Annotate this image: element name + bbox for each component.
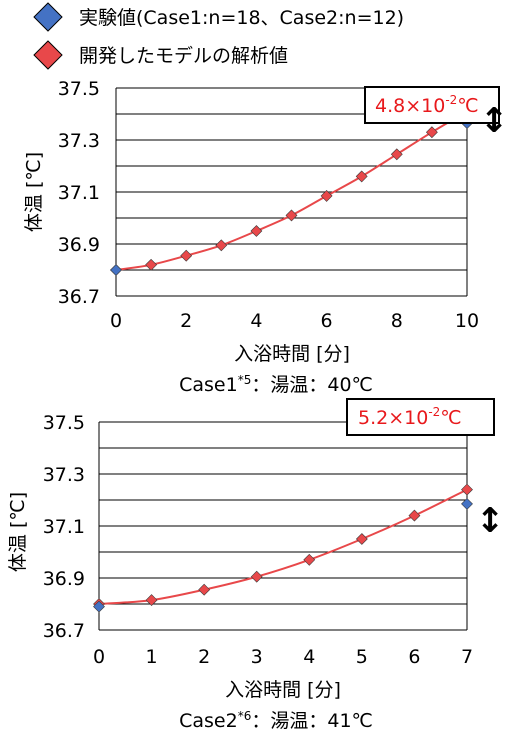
case1-difference-arrow: ↕ bbox=[480, 101, 509, 141]
case2-model-point bbox=[145, 594, 158, 607]
case1-model-point bbox=[145, 258, 158, 271]
case1-x-axis-label: 入浴時間 [分] bbox=[234, 343, 350, 365]
case2-x-tick-label: 7 bbox=[461, 646, 473, 668]
case1-model-point bbox=[355, 170, 368, 183]
case2-difference-value: 5.2×10-2℃ bbox=[358, 405, 462, 429]
case2-x-tick-label: 1 bbox=[146, 646, 158, 668]
case1-y-tick-label: 36.9 bbox=[58, 234, 100, 256]
case2-y-tick-label: 36.7 bbox=[43, 620, 85, 642]
case1-x-tick-label: 2 bbox=[180, 310, 192, 332]
case2-experimental-point bbox=[461, 497, 473, 510]
case2-caption-main: Case2 bbox=[179, 710, 238, 732]
case2-model-point bbox=[250, 570, 263, 583]
case2-model-point bbox=[408, 509, 421, 522]
case1-y-tick-label: 36.7 bbox=[58, 286, 100, 308]
case2-x-tick-label: 4 bbox=[303, 646, 315, 668]
legend-experimental-label: 実験値(Case1:n=18、Case2:n=12) bbox=[79, 7, 404, 29]
case1-model-point bbox=[215, 239, 228, 252]
legend: 実験値(Case1:n=18、Case2:n=12) 開発したモデルの解析値 bbox=[33, 2, 404, 70]
case2-x-tick-label: 6 bbox=[408, 646, 420, 668]
case2-model-point bbox=[198, 583, 211, 596]
case1-model-point bbox=[180, 249, 193, 262]
case1-x-tick-label: 6 bbox=[321, 310, 333, 332]
case1-model-markers bbox=[110, 105, 473, 276]
case1-model-point bbox=[250, 225, 263, 237]
case1-difference-box: 4.8×10-2℃ bbox=[364, 86, 500, 124]
case1-chart: 36.7 36.9 37.1 37.3 37.5 0 2 4 6 8 10 体温 [℃] 入浴時間… bbox=[23, 78, 508, 396]
case2-y-tick-label: 37.5 bbox=[43, 412, 85, 434]
case1-y-tick-label: 37.1 bbox=[58, 182, 100, 204]
case1-caption: Case1*5：湯温：40℃ bbox=[179, 373, 373, 396]
case1-x-tick-label: 0 bbox=[110, 310, 122, 332]
case2-difference-box: 5.2×10-2℃ bbox=[346, 398, 495, 436]
legend-experimental-marker bbox=[33, 2, 63, 32]
case1-caption-rest: ：湯温：40℃ bbox=[251, 374, 373, 396]
case2-caption-rest: ：湯温：41℃ bbox=[251, 710, 373, 732]
case1-difference-value: 4.8×10-2℃ bbox=[375, 93, 479, 117]
case2-caption-sup: *6 bbox=[238, 709, 252, 723]
case1-x-tick-label: 4 bbox=[250, 310, 262, 332]
case1-y-tick-label: 37.5 bbox=[58, 78, 100, 100]
case1-model-point bbox=[320, 189, 333, 202]
legend-model-label: 開発したモデルの解析値 bbox=[79, 45, 288, 67]
case2-model-markers bbox=[93, 483, 473, 610]
case1-caption-main: Case1 bbox=[179, 374, 238, 396]
case2-x-tick-labels: 0 1 2 3 4 5 6 7 bbox=[93, 646, 473, 668]
case1-difference-box-frame bbox=[364, 86, 500, 124]
case1-y-axis-label: 体温 [℃] bbox=[23, 152, 45, 232]
case1-model-point bbox=[285, 209, 298, 222]
case2-x-tick-label: 3 bbox=[251, 646, 263, 668]
case2-model-curve bbox=[98, 488, 468, 605]
case1-experimental-point bbox=[110, 264, 122, 276]
case2-model-point bbox=[303, 553, 316, 566]
case1-gridlines bbox=[116, 87, 467, 297]
case1-y-tick-label: 37.3 bbox=[58, 130, 100, 152]
case2-y-tick-label: 36.9 bbox=[43, 568, 85, 590]
case1-caption-sup: *5 bbox=[238, 373, 252, 387]
case1-model-point bbox=[425, 126, 438, 139]
case2-difference-arrow: ↕ bbox=[476, 501, 505, 541]
case2-model-point bbox=[355, 533, 368, 545]
case2-chart: 36.7 36.9 37.1 37.3 37.5 0 1 2 3 4 5 6 7 体温 [℃] 入浴時… bbox=[7, 398, 505, 732]
case2-difference-box-frame bbox=[346, 398, 495, 436]
case1-x-tick-labels: 0 2 4 6 8 10 bbox=[110, 310, 479, 332]
case1-model-point bbox=[390, 148, 403, 161]
case2-x-tick-label: 2 bbox=[198, 646, 210, 668]
case2-y-axis-label: 体温 [℃] bbox=[7, 492, 29, 572]
case1-model-curve bbox=[115, 110, 468, 271]
case1-x-tick-label: 10 bbox=[455, 310, 479, 332]
case1-x-tick-label: 8 bbox=[391, 310, 403, 332]
case2-y-tick-label: 37.1 bbox=[43, 516, 85, 538]
legend-model-marker bbox=[33, 40, 63, 70]
case2-x-tick-label: 5 bbox=[356, 646, 368, 668]
case2-experimental-point bbox=[93, 600, 105, 613]
case2-caption: Case2*6：湯温：41℃ bbox=[179, 709, 373, 732]
case2-x-tick-label: 0 bbox=[93, 646, 105, 668]
case2-model-point bbox=[461, 483, 473, 496]
case2-x-axis-label: 入浴時間 [分] bbox=[225, 679, 341, 701]
case2-experimental-markers bbox=[93, 497, 473, 613]
case2-y-tick-labels: 36.7 36.9 37.1 37.3 37.5 bbox=[43, 412, 85, 642]
case2-y-tick-label: 37.3 bbox=[43, 464, 85, 486]
case1-y-tick-labels: 36.7 36.9 37.1 37.3 37.5 bbox=[58, 78, 100, 308]
